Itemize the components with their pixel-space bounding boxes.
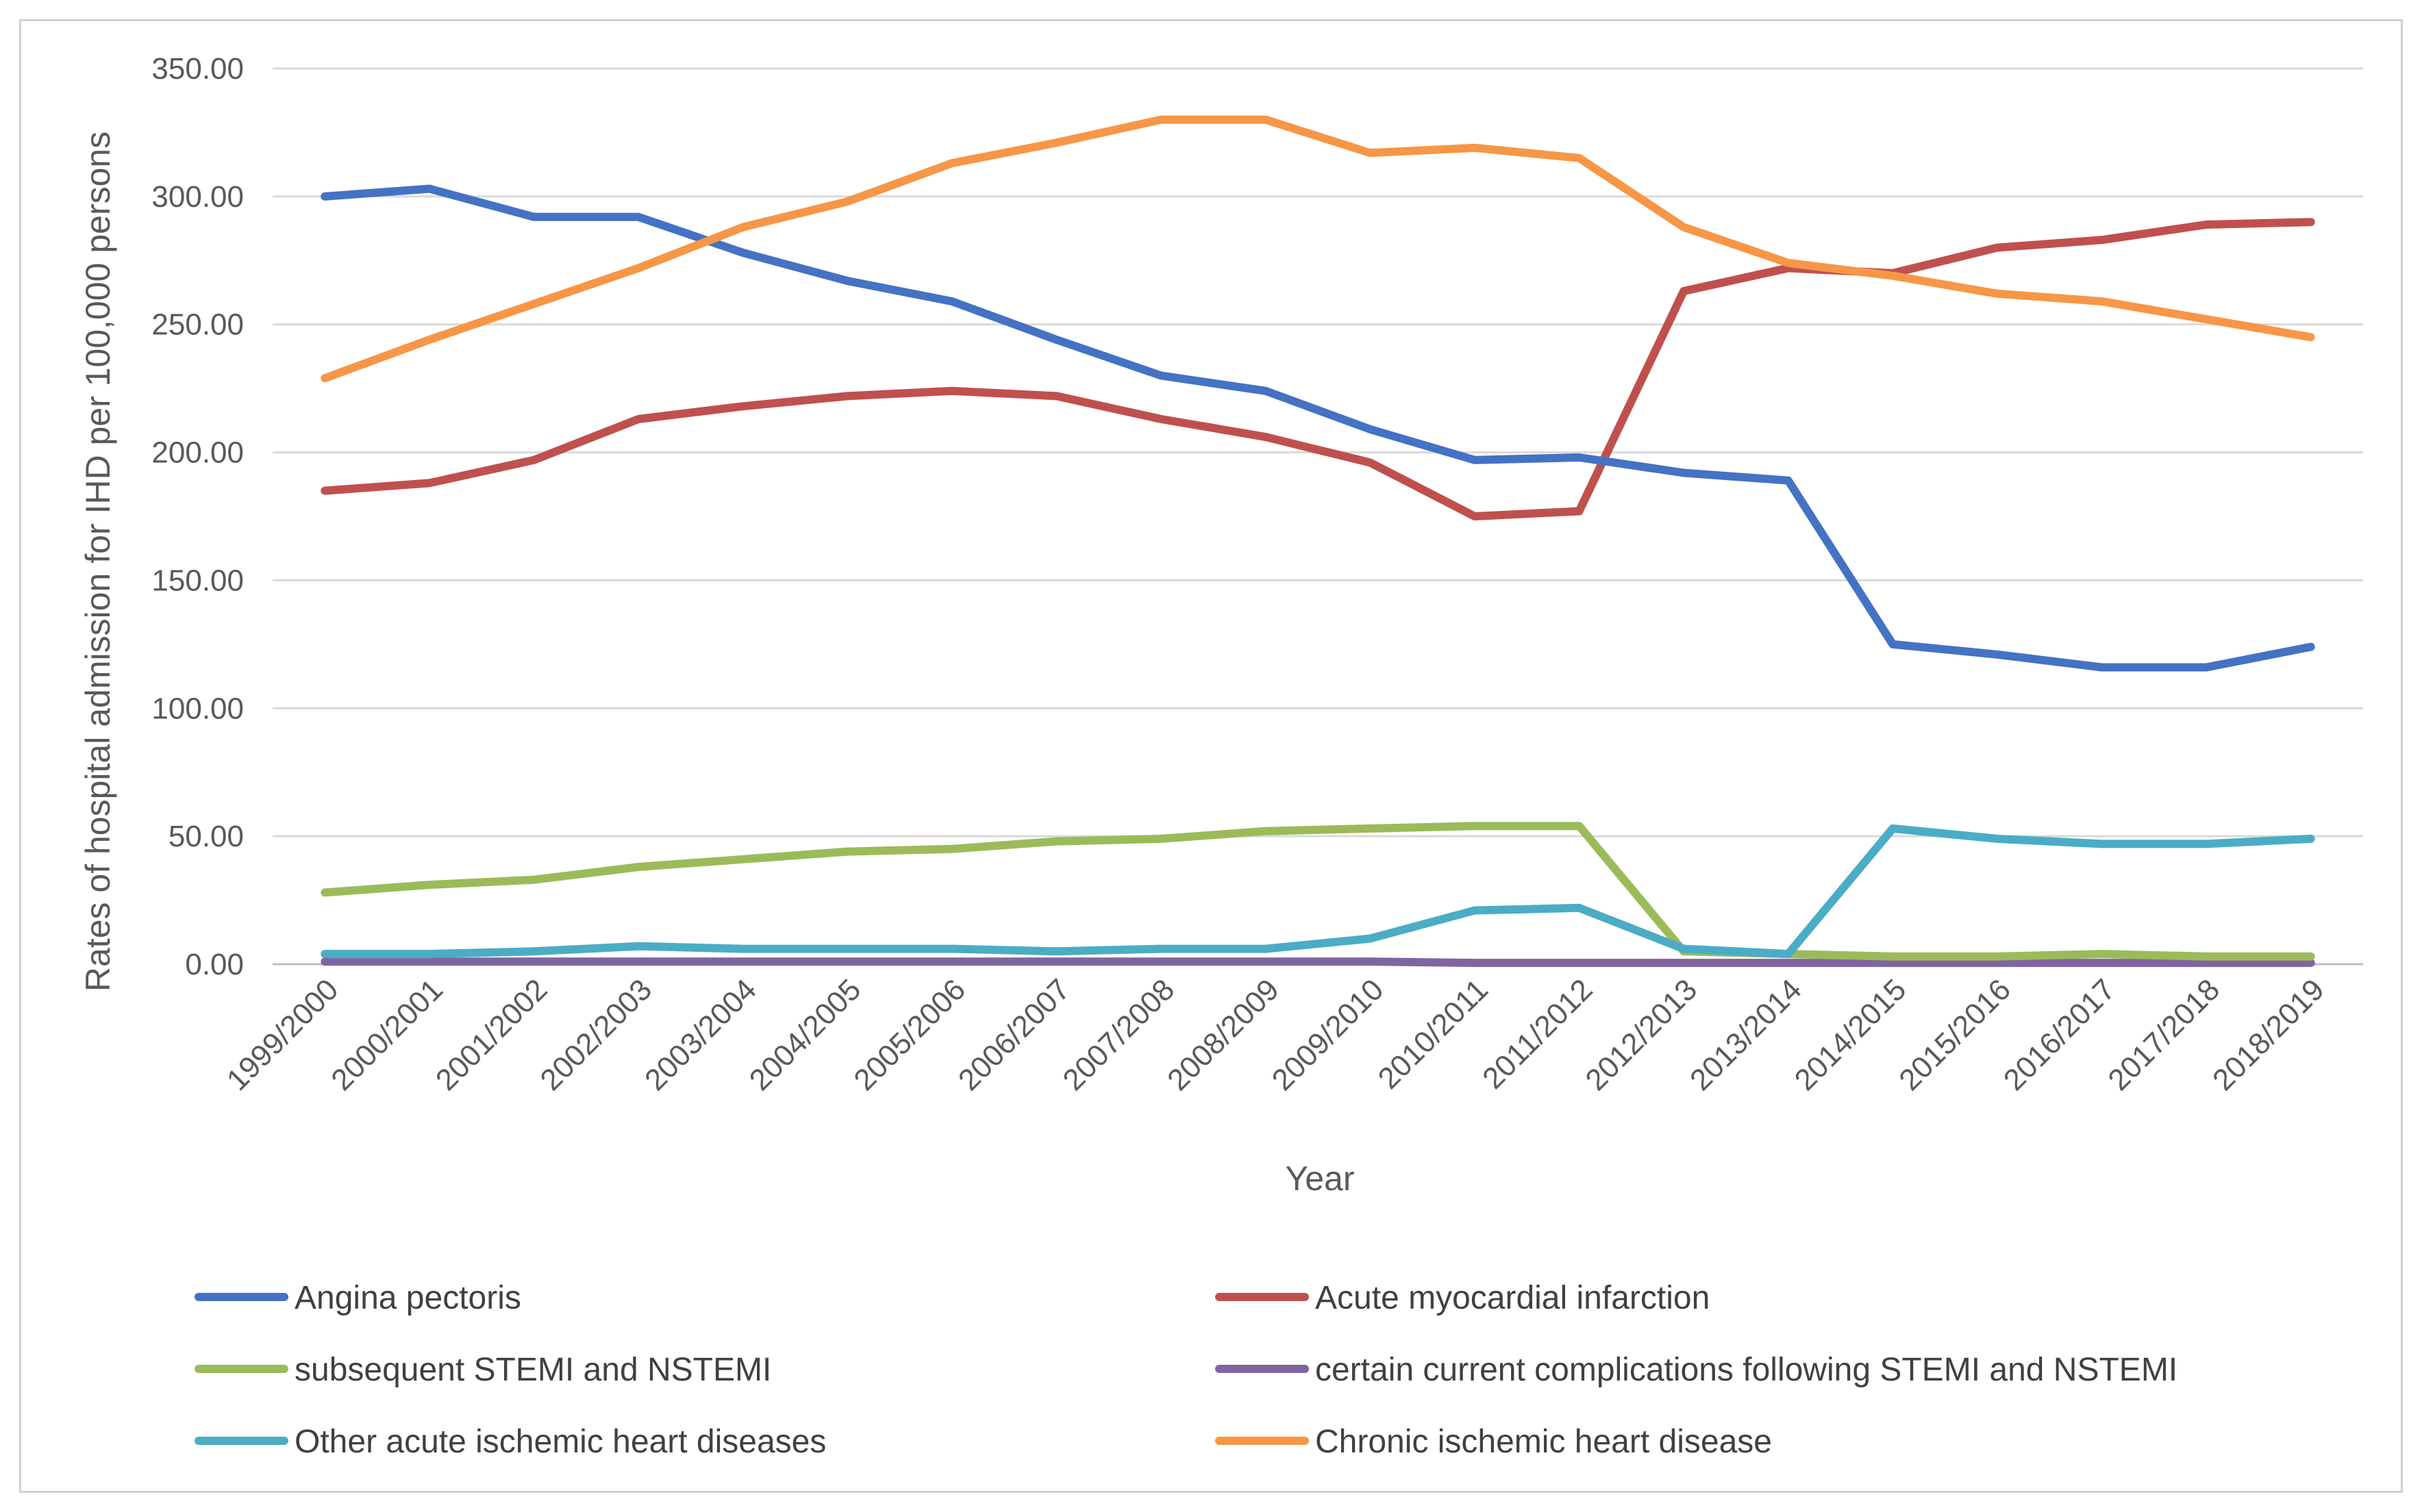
- x-axis-ticks: 1999/20002000/20012001/20022002/20032003…: [221, 972, 2331, 1097]
- y-tick-label: 250.00: [151, 308, 244, 342]
- series-line-2: [321, 822, 2315, 961]
- series-line-1: [321, 218, 2315, 520]
- y-tick-label: 150.00: [151, 564, 244, 597]
- x-tick-label: 2018/2019: [2206, 972, 2331, 1097]
- series-line-5: [321, 115, 2315, 383]
- x-tick-label: 2004/2005: [743, 972, 868, 1097]
- x-tick-label: 2005/2006: [847, 972, 972, 1097]
- series-line-0: [321, 184, 2315, 672]
- series-lines: [321, 115, 2315, 968]
- x-tick-label: 2002/2003: [534, 972, 658, 1097]
- x-axis-title: Year: [1285, 1159, 1354, 1198]
- x-tick-label: 1999/2000: [221, 972, 345, 1097]
- x-tick-label: 2009/2010: [1266, 972, 1390, 1097]
- legend-label: subsequent STEMI and NSTEMI: [295, 1352, 771, 1388]
- legend-label: certain current complications following …: [1315, 1352, 2177, 1388]
- y-tick-label: 50.00: [168, 820, 244, 853]
- legend-label: Chronic ischemic heart disease: [1315, 1424, 1772, 1460]
- chart-frame: [19, 19, 2403, 1493]
- x-tick-label: 2000/2001: [325, 972, 449, 1097]
- x-tick-label: 2001/2002: [429, 972, 554, 1097]
- y-axis-title: Rates of hospital admission for IHD per …: [79, 131, 117, 992]
- legend-label: Acute myocardial infarction: [1315, 1280, 1710, 1316]
- x-tick-label: 2015/2016: [1893, 972, 2017, 1097]
- x-tick-label: 2011/2012: [1476, 972, 1599, 1095]
- legend: Angina pectoris Acute myocardial infarcti…: [195, 1280, 2177, 1460]
- x-tick-label: 2014/2015: [1788, 972, 1913, 1097]
- y-tick-label: 100.00: [151, 692, 244, 725]
- y-tick-label: 300.00: [151, 180, 244, 214]
- y-tick-label: 350.00: [151, 52, 244, 86]
- y-axis-ticks: 0.00 50.00 100.00 150.00 200.00 250.00 300.00 3…: [151, 52, 244, 981]
- x-tick-label: 2003/2004: [638, 972, 763, 1097]
- series-line-3: [321, 957, 2315, 968]
- x-tick-label: 2012/2013: [1579, 972, 1703, 1097]
- x-tick-label: 2010/2011: [1372, 972, 1495, 1095]
- legend-label: Other acute ischemic heart diseases: [295, 1424, 826, 1460]
- x-tick-label: 2017/2018: [2101, 972, 2226, 1097]
- x-tick-label: 2008/2009: [1161, 972, 1286, 1097]
- x-tick-label: 2007/2008: [1056, 972, 1181, 1097]
- legend-label: Angina pectoris: [295, 1280, 521, 1316]
- x-tick-label: 2016/2017: [1997, 972, 2122, 1097]
- x-tick-label: 2006/2007: [952, 972, 1077, 1097]
- y-tick-label: 0.00: [185, 948, 244, 981]
- series-line-4: [321, 824, 2315, 959]
- y-tick-label: 200.00: [151, 436, 244, 470]
- x-tick-label: 2013/2014: [1684, 972, 1808, 1097]
